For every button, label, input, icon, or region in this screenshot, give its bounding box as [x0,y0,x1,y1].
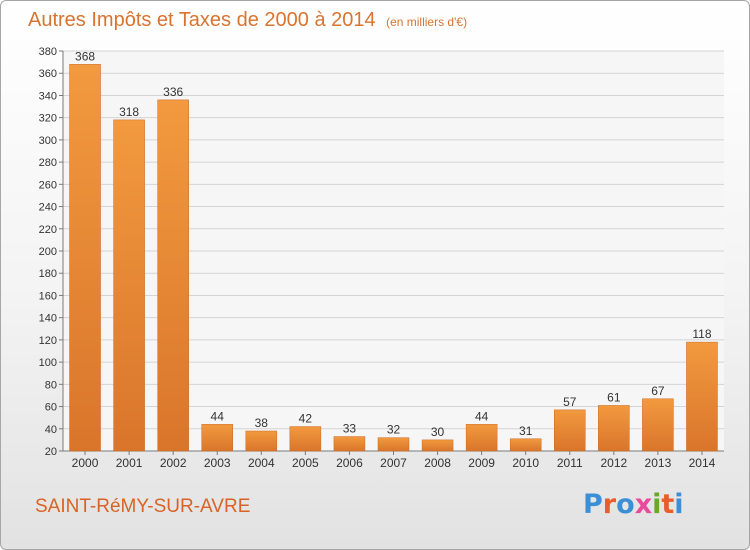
data-label-2002: 336 [163,85,183,99]
data-label-2008: 30 [431,425,445,439]
x-tick-label: 2001 [116,456,143,470]
logo-letter: P [583,489,603,520]
x-tick-label: 2000 [72,456,99,470]
y-tick-label: 340 [39,90,57,102]
data-label-2009: 44 [475,409,489,423]
x-tick-label: 2003 [204,456,231,470]
logo-letter: r [602,489,617,520]
y-tick-label: 260 [39,179,57,191]
data-label-2013: 67 [651,384,665,398]
y-tick-label: 380 [39,46,57,58]
x-tick-label: 2002 [160,456,187,470]
location-name: SAINT-RéMY-SUR-AVRE [35,496,251,517]
y-tick-label: 300 [39,135,57,147]
proxiti-logo[interactable]: Proxiti [583,489,684,520]
x-tick-label: 2012 [600,456,627,470]
logo-letter: o [616,489,635,520]
y-tick-label: 240 [39,202,57,214]
data-label-2004: 38 [255,416,269,430]
chart-title: Autres Impôts et Taxes de 2000 à 2014 [28,9,376,31]
bar-2013 [642,398,674,452]
logo-letter: x [634,489,653,520]
bar-2014 [686,341,718,452]
bar-2003 [201,424,233,452]
x-tick-label: 2007 [380,456,407,470]
x-tick-label: 2011 [557,456,583,470]
x-tick-label: 2008 [424,456,451,470]
y-tick-label: 360 [39,68,57,80]
logo-letter: i [674,489,684,520]
bar-2006 [333,436,366,452]
bar-2000 [69,64,101,452]
data-label-2010: 31 [519,424,533,438]
y-tick-label: 140 [39,313,57,325]
y-tick-label: 160 [39,290,57,302]
y-tick-label: 40 [45,424,57,436]
x-tick-label: 2006 [336,456,363,470]
y-tick-label: 120 [39,335,57,347]
data-label-2006: 33 [343,422,357,436]
y-tick-label: 100 [39,357,57,369]
bar-2002 [157,99,189,452]
bar-2007 [377,437,410,452]
x-tick-label: 2009 [468,456,495,470]
data-label-2000: 368 [75,49,95,63]
chart-unit: (en milliers d'€) [386,15,468,29]
y-tick-label: 220 [39,224,57,236]
data-label-2014: 118 [692,327,711,341]
x-tick-label: 2005 [292,456,319,470]
bar-2008 [421,439,454,452]
x-tick-label: 2010 [512,456,539,470]
x-tick-label: 2013 [645,456,672,470]
data-label-2007: 32 [387,423,401,437]
bar-2010 [509,438,542,452]
y-tick-label: 80 [45,379,57,391]
y-tick-label: 60 [45,402,57,414]
bar-2011 [554,409,586,452]
bar-2004 [245,430,278,452]
bar-2009 [465,424,498,452]
y-tick-label: 320 [39,113,57,125]
data-label-2011: 57 [563,395,577,409]
logo-letter: t [661,489,675,520]
data-label-2001: 318 [119,105,139,119]
x-tick-label: 2014 [689,456,716,470]
data-label-2003: 44 [211,409,225,423]
bar-2001 [113,119,145,452]
data-label-2005: 42 [299,412,313,426]
data-label-2012: 61 [607,390,621,404]
logo-letter: i [652,489,662,520]
y-tick-label: 280 [39,157,57,169]
x-tick-label: 2004 [248,456,275,470]
bar-2005 [289,426,322,452]
bar-2012 [598,405,630,452]
y-tick-label: 200 [39,246,57,258]
y-tick-label: 20 [45,446,57,458]
y-tick-label: 180 [39,268,57,280]
title-row: Autres Impôts et Taxes de 2000 à 2014 (e… [28,9,467,32]
